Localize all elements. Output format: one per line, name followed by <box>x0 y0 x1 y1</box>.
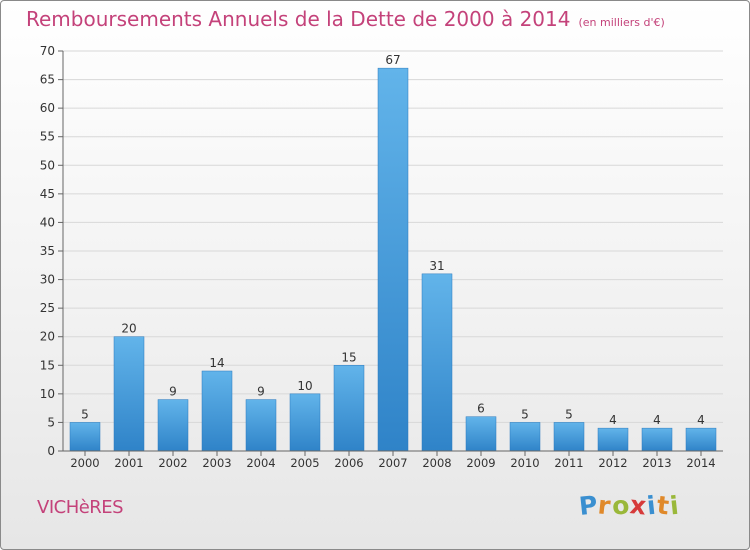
y-tick-label: 60 <box>40 101 55 115</box>
bar <box>113 336 145 452</box>
logo-letter: i <box>668 490 681 521</box>
y-tick-label: 65 <box>40 73 55 87</box>
y-tick-label: 5 <box>47 415 55 429</box>
y-tick-label: 50 <box>40 158 55 172</box>
bar <box>201 370 233 452</box>
x-tick-label: 2001 <box>114 456 143 470</box>
data-labels: 5 20 9 14 9 10 15 67 31 6 5 5 4 4 4 <box>81 53 705 427</box>
data-label: 4 <box>697 413 705 427</box>
data-label: 31 <box>429 259 444 273</box>
data-label: 67 <box>385 53 400 67</box>
bar <box>685 427 717 452</box>
bar <box>69 422 101 452</box>
chart-title: Remboursements Annuels de la Dette de 20… <box>26 7 665 31</box>
y-tick-label: 30 <box>40 273 55 287</box>
x-axis-ticks: 2000 2001 2002 2003 2004 2005 2006 2007 2008 2009… <box>70 451 716 470</box>
y-tick-label: 25 <box>40 301 55 315</box>
y-tick-label: 70 <box>40 44 55 58</box>
data-label: 15 <box>341 350 356 364</box>
data-label: 9 <box>257 385 265 399</box>
x-tick-label: 2004 <box>246 456 275 470</box>
x-tick-label: 2013 <box>642 456 671 470</box>
x-tick-label: 2002 <box>158 456 187 470</box>
y-axis-ticks: 0 5 10 15 20 25 30 35 40 45 50 55 60 65 70 <box>40 44 63 458</box>
bar <box>597 427 629 452</box>
proxiti-logo: Proxiti <box>578 490 681 521</box>
bar <box>377 67 409 452</box>
x-tick-label: 2000 <box>70 456 99 470</box>
y-tick-label: 55 <box>40 130 55 144</box>
bar <box>289 393 321 452</box>
data-label: 10 <box>297 379 312 393</box>
y-tick-label: 20 <box>40 330 55 344</box>
y-tick-label: 0 <box>47 444 55 458</box>
bar <box>553 422 585 452</box>
data-label: 5 <box>521 407 529 421</box>
x-tick-label: 2008 <box>422 456 451 470</box>
data-label: 9 <box>169 385 177 399</box>
x-tick-label: 2010 <box>510 456 539 470</box>
y-tick-label: 40 <box>40 215 55 229</box>
x-tick-label: 2005 <box>290 456 319 470</box>
data-label: 14 <box>209 356 224 370</box>
place-name: VICHèRES <box>37 497 124 518</box>
x-tick-label: 2012 <box>598 456 627 470</box>
chart-unit: (en milliers d'€) <box>578 16 665 29</box>
data-label: 4 <box>653 413 661 427</box>
axes <box>62 51 723 452</box>
y-tick-label: 45 <box>40 187 55 201</box>
data-label: 5 <box>81 407 89 421</box>
y-tick-label: 35 <box>40 244 55 258</box>
x-tick-label: 2009 <box>466 456 495 470</box>
data-label: 4 <box>609 413 617 427</box>
x-tick-label: 2007 <box>378 456 407 470</box>
y-tick-label: 15 <box>40 358 55 372</box>
bar <box>245 399 277 452</box>
bar <box>509 422 541 452</box>
x-tick-label: 2011 <box>554 456 583 470</box>
x-tick-label: 2014 <box>686 456 715 470</box>
x-tick-label: 2003 <box>202 456 231 470</box>
data-label: 5 <box>565 407 573 421</box>
bar <box>641 427 673 452</box>
bar <box>157 399 189 452</box>
bar <box>333 365 365 452</box>
y-tick-label: 10 <box>40 387 55 401</box>
data-label: 6 <box>477 402 485 416</box>
chart-title-text: Remboursements Annuels de la Dette de 20… <box>26 7 571 31</box>
bars <box>69 67 717 452</box>
x-tick-label: 2006 <box>334 456 363 470</box>
data-label: 20 <box>121 322 136 336</box>
bar <box>465 416 497 452</box>
bar <box>421 273 453 452</box>
